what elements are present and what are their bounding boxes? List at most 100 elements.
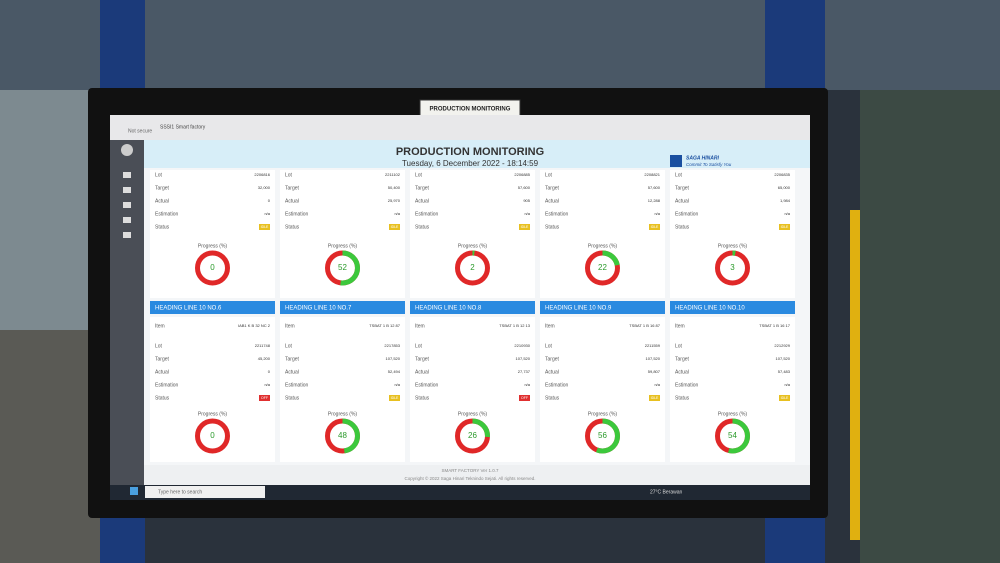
field-value: 0	[268, 198, 271, 203]
field-value: 107,520	[516, 356, 531, 361]
nav-icon[interactable]	[123, 202, 131, 208]
start-button[interactable]	[130, 487, 138, 495]
status-value: IDLE	[781, 225, 789, 229]
status-badge	[389, 395, 400, 401]
nav-icon[interactable]	[123, 187, 131, 193]
status-badge	[649, 224, 660, 230]
progress-value: 48	[338, 431, 347, 440]
field-label: Status	[415, 224, 430, 230]
status-value: IDLE	[391, 225, 399, 229]
field-value: 107,520	[646, 356, 661, 361]
field-label: Estimation	[415, 382, 439, 388]
field-label: Actual	[675, 198, 689, 204]
field-label: Lot	[285, 343, 293, 349]
nav-icon[interactable]	[123, 232, 131, 238]
field-label: Status	[155, 395, 170, 401]
progress-arc	[325, 250, 360, 286]
line-heading	[410, 301, 535, 314]
progress-label: Progress (%)	[718, 411, 748, 417]
field-label: Actual	[545, 198, 559, 204]
ceiling	[0, 0, 1000, 90]
field-label: Actual	[155, 198, 169, 204]
line-heading	[280, 301, 405, 314]
field-label: Lot	[545, 343, 553, 349]
wall-left	[0, 90, 100, 330]
status-badge	[519, 224, 530, 230]
field-value: 27,737	[518, 369, 531, 374]
field-value: n/a	[394, 211, 400, 216]
progress-arc	[585, 250, 620, 286]
progress-arc	[455, 418, 490, 454]
progress-arc	[325, 418, 360, 454]
field-value: n/a	[654, 211, 660, 216]
field-label: Status	[675, 224, 690, 230]
field-label: Target	[285, 185, 300, 191]
field-label: Estimation	[415, 211, 439, 217]
field-label: Actual	[415, 198, 429, 204]
page-title: PRODUCTION MONITORING	[396, 146, 544, 158]
progress-value: 56	[598, 431, 607, 440]
field-value: 2211748	[255, 343, 271, 348]
field-label: Status	[545, 224, 560, 230]
field-value: 25,970	[388, 198, 401, 203]
weather: 27°C Berawan	[650, 489, 683, 495]
avatar[interactable]	[121, 144, 133, 156]
field-label: Item	[545, 323, 555, 329]
field-label: Item	[675, 323, 685, 329]
panel	[150, 170, 275, 298]
field-label: Target	[545, 356, 560, 362]
field-label: Estimation	[675, 211, 699, 217]
field-label: Actual	[415, 369, 429, 375]
field-label: Estimation	[675, 382, 699, 388]
taskbar	[110, 485, 810, 500]
browser-bar	[110, 115, 810, 140]
field-label: Lot	[545, 172, 553, 178]
progress-value: 0	[210, 431, 215, 440]
status-badge	[259, 395, 270, 401]
nav-icon[interactable]	[123, 217, 131, 223]
field-value: 57,600	[518, 185, 531, 190]
progress-value: 3	[730, 263, 735, 272]
progress-arc	[585, 418, 620, 454]
panel	[410, 317, 535, 462]
line-heading	[540, 301, 665, 314]
header	[144, 140, 810, 168]
field-label: Estimation	[285, 211, 309, 217]
field-value: 905	[523, 198, 530, 203]
field-value: n/a	[264, 211, 270, 216]
panel	[670, 170, 795, 298]
field-value: 2212929	[774, 343, 790, 348]
nav-icon[interactable]	[123, 172, 131, 178]
footer	[144, 465, 810, 485]
status-badge	[649, 395, 660, 401]
field-value: 0	[268, 369, 271, 374]
field-label: Estimation	[545, 382, 569, 388]
field-value: 65,000	[778, 185, 791, 190]
field-label: Status	[155, 224, 170, 230]
status-badge	[389, 224, 400, 230]
field-label: Lot	[675, 172, 683, 178]
search-box[interactable]	[145, 486, 265, 498]
field-label: Lot	[155, 343, 163, 349]
status-value: IDLE	[781, 396, 789, 400]
field-label: Actual	[155, 369, 169, 375]
progress-track	[195, 418, 230, 454]
field-value: n/a	[524, 382, 530, 387]
field-label: Estimation	[155, 211, 179, 217]
field-value: 32,000	[258, 185, 271, 190]
field-value: TSBAT 1 B 12 13	[499, 323, 531, 328]
status-value: IDLE	[651, 396, 659, 400]
field-value: TSBAT 1 B 12 87	[369, 323, 401, 328]
field-label: Lot	[415, 343, 423, 349]
line-heading-text: HEADING LINE 10 NO.7	[285, 306, 352, 312]
progress-arc	[715, 418, 750, 454]
field-value: n/a	[654, 382, 660, 387]
field-label: Target	[155, 356, 170, 362]
status-value: OFF	[521, 396, 528, 400]
progress-value: 26	[468, 431, 477, 440]
field-value: 2210930	[514, 343, 530, 348]
field-label: Estimation	[545, 211, 569, 217]
machine-right	[860, 90, 1000, 563]
status-badge	[259, 224, 270, 230]
